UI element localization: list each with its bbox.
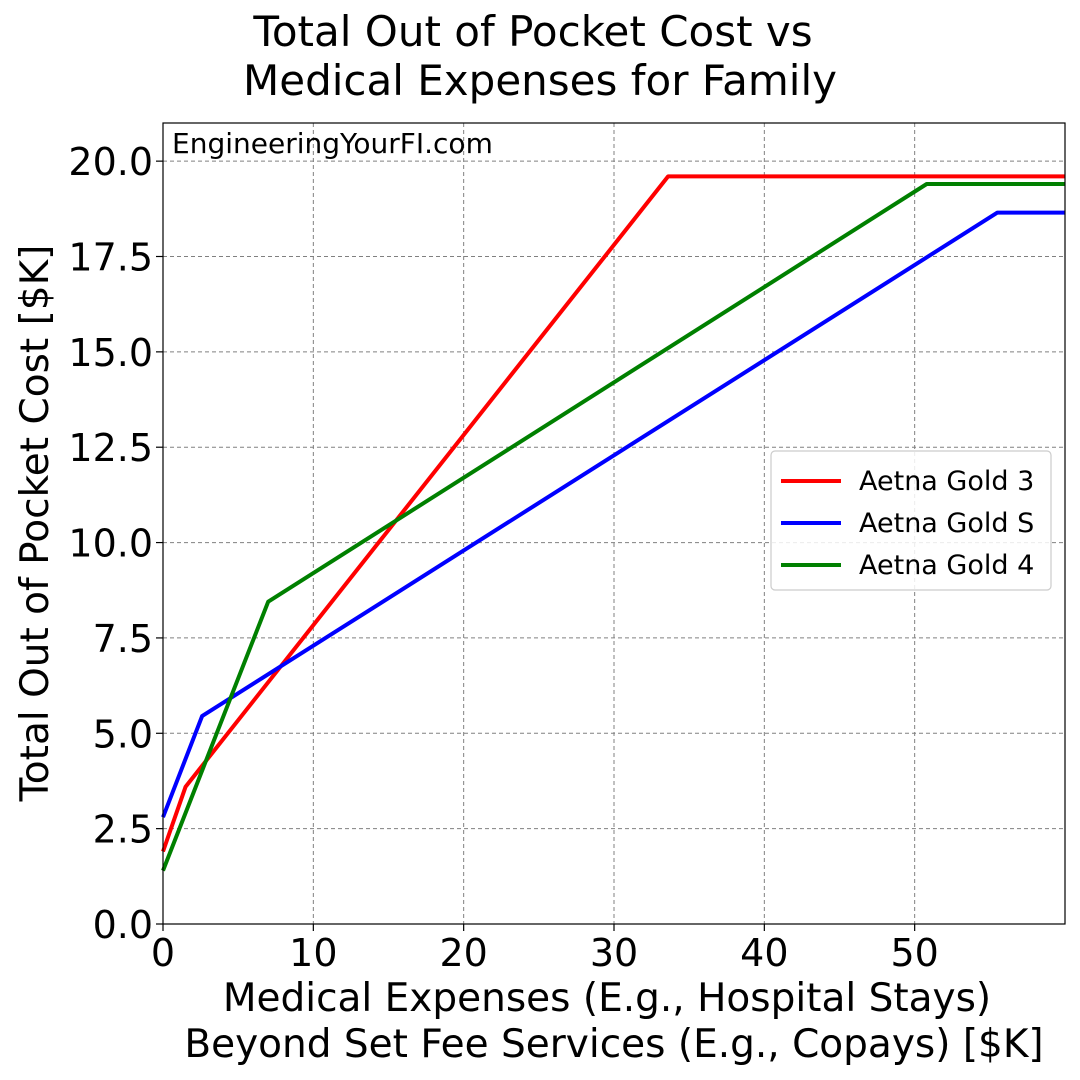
y-tick-label: 2.5 xyxy=(93,808,153,852)
x-tick-label: 30 xyxy=(590,931,638,975)
y-axis-label: Total Out of Pocket Cost [$K] xyxy=(13,245,58,803)
series-line-3 xyxy=(161,182,1065,872)
tick-layer: 0 10 20 30 40 50 0.0 2.5 5.0 7.5 10.0 12.5 15.0 17.5 2… xyxy=(68,140,938,975)
y-tick-label: 0.0 xyxy=(93,903,153,947)
y-tick-label: 20.0 xyxy=(68,140,153,184)
legend: Aetna Gold 3 Aetna Gold S Aetna Gold 4 xyxy=(770,450,1052,591)
y-tick-label: 7.5 xyxy=(93,617,153,661)
watermark-annotation: EngineeringYourFI.com xyxy=(172,127,493,160)
series-line-1 xyxy=(161,174,1065,853)
y-tick-label: 17.5 xyxy=(68,236,153,280)
x-axis-label-line2: Beyond Set Fee Services (E.g., Copays) [… xyxy=(184,1022,1043,1067)
legend-label: Aetna Gold 3 xyxy=(859,466,1034,497)
series-layer xyxy=(161,174,1065,872)
series-line-2 xyxy=(161,210,1065,818)
x-tick-label: 10 xyxy=(289,931,337,975)
legend-label: Aetna Gold S xyxy=(859,508,1034,539)
x-axis-label-line1: Medical Expenses (E.g., Hospital Stays) xyxy=(223,976,991,1021)
chart-title-line2: Medical Expenses for Family xyxy=(243,56,837,105)
x-tick-label: 0 xyxy=(151,931,175,975)
x-tick-label: 20 xyxy=(439,931,487,975)
legend-label: Aetna Gold 4 xyxy=(859,550,1034,581)
y-tick-label: 12.5 xyxy=(68,426,153,470)
x-tick-label: 40 xyxy=(740,931,788,975)
y-tick-label: 5.0 xyxy=(93,712,153,756)
y-tick-label: 10.0 xyxy=(68,522,153,566)
x-tick-label: 50 xyxy=(890,931,938,975)
chart-title-line1: Total Out of Pocket Cost vs xyxy=(252,7,812,56)
legend-box xyxy=(770,450,1052,591)
y-tick-label: 15.0 xyxy=(68,331,153,375)
